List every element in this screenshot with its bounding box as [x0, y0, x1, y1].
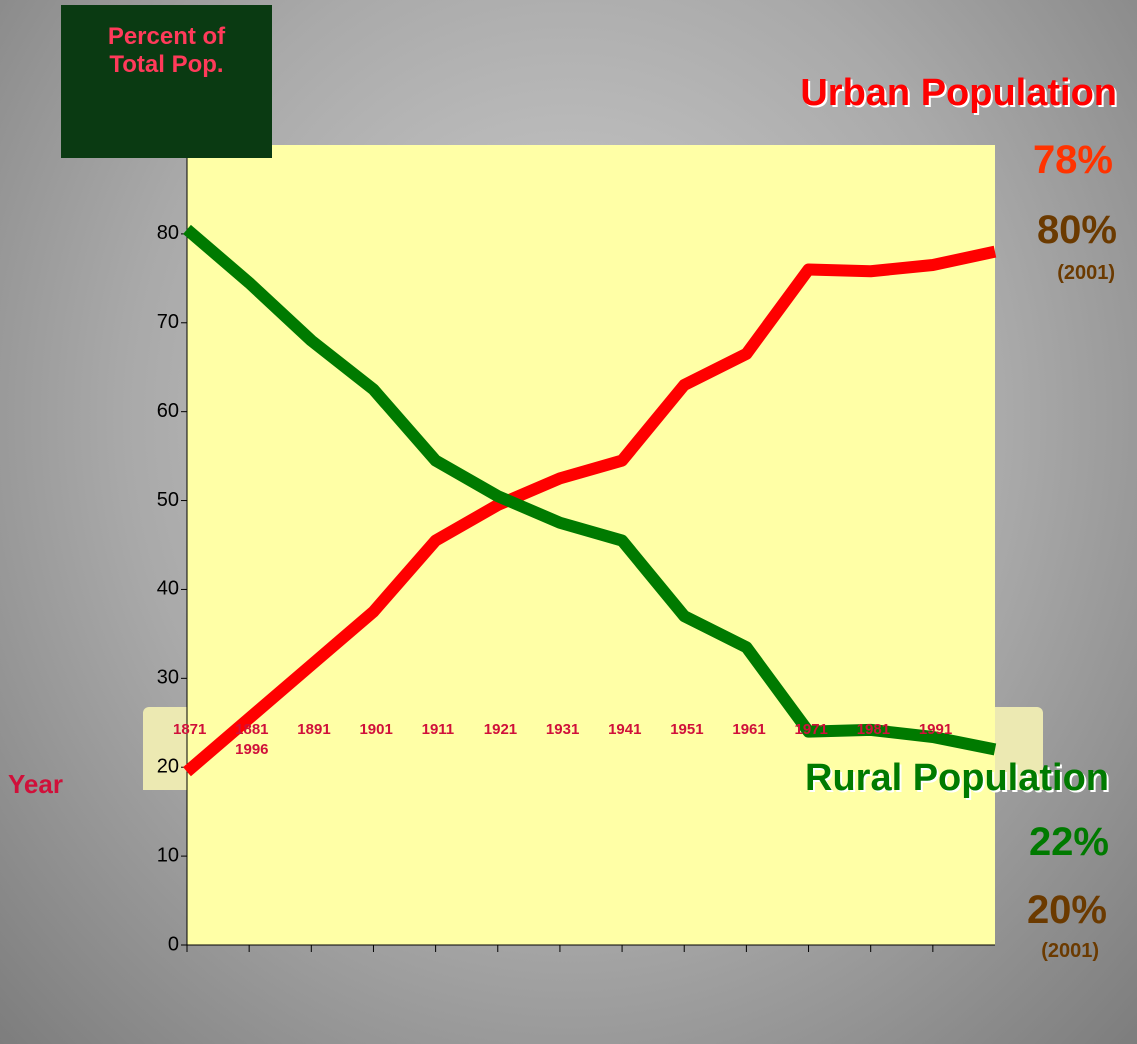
y-tick-label: 0: [168, 933, 179, 955]
annotation: 78%: [1033, 138, 1113, 183]
x-tick-label: 1951: [670, 720, 703, 740]
x-tick-label: 1871: [173, 720, 206, 740]
x-tick-label: 1931: [546, 720, 579, 740]
y-tick-label: 60: [157, 400, 179, 422]
legend-entry: Rural Population: [805, 757, 1109, 800]
x-tick-label: 1981: [857, 720, 890, 740]
y-tick-label: 50: [157, 489, 179, 511]
y-axis-title: Percent of Total Pop.: [61, 5, 272, 158]
y-tick-label: 20: [157, 756, 179, 778]
y-tick-label: 80: [157, 222, 179, 244]
x-tick-label: 1921: [484, 720, 517, 740]
y-tick-label: 10: [157, 844, 179, 866]
x-tick-label: 1901: [359, 720, 392, 740]
annotation: 80%: [1037, 208, 1117, 253]
y-tick-label: 30: [157, 667, 179, 689]
x-tick-label: 1941: [608, 720, 641, 740]
annotation: (2001): [1057, 262, 1115, 285]
annotation: (2001): [1041, 940, 1099, 963]
x-tick-label: 1911: [422, 720, 455, 740]
y-tick-label: 70: [157, 311, 179, 333]
x-tick-label: 1961: [732, 720, 765, 740]
x-tick-label: 1971: [795, 720, 828, 740]
y-tick-label: 40: [157, 578, 179, 600]
x-axis-title: Year: [8, 770, 78, 798]
legend-entry: Urban Population: [800, 72, 1117, 115]
x-tick-label: 1881 1996: [235, 720, 268, 760]
annotation: 22%: [1029, 820, 1109, 865]
annotation: 20%: [1027, 888, 1107, 933]
x-tick-label: 1891: [297, 720, 330, 740]
slide: 01020304050607080 Percent of Total Pop. …: [0, 0, 1137, 1044]
x-tick-label: 1991: [919, 720, 952, 740]
